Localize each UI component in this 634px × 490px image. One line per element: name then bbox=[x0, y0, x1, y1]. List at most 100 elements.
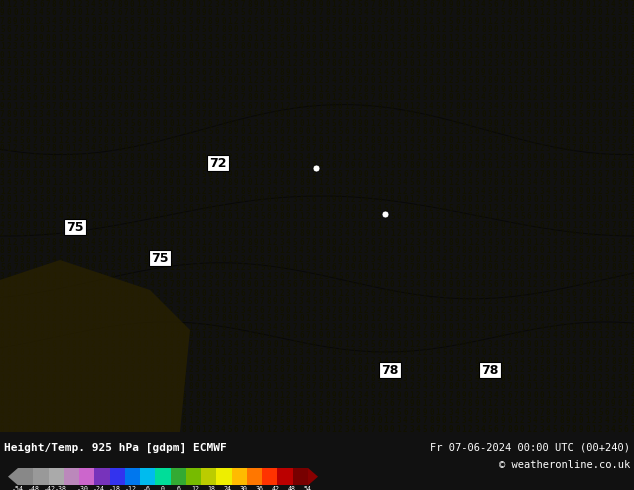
Text: 0: 0 bbox=[312, 178, 316, 187]
Text: 1: 1 bbox=[325, 374, 330, 383]
Text: 7: 7 bbox=[39, 374, 44, 383]
Text: 8: 8 bbox=[500, 42, 505, 51]
Text: 6: 6 bbox=[592, 161, 596, 170]
Text: 7: 7 bbox=[124, 340, 128, 349]
Text: 6: 6 bbox=[299, 93, 304, 102]
Text: 3: 3 bbox=[136, 323, 141, 332]
Text: 5: 5 bbox=[46, 391, 50, 400]
Text: 0: 0 bbox=[332, 144, 336, 153]
Text: 7: 7 bbox=[202, 255, 206, 264]
Text: 3: 3 bbox=[618, 289, 622, 298]
Text: 8: 8 bbox=[78, 68, 82, 77]
Text: 5: 5 bbox=[396, 119, 401, 128]
Text: 0: 0 bbox=[507, 272, 512, 281]
Text: 9: 9 bbox=[280, 306, 284, 315]
Text: 9: 9 bbox=[247, 374, 252, 383]
Text: 7: 7 bbox=[156, 272, 160, 281]
Text: 3: 3 bbox=[208, 42, 212, 51]
Text: 9: 9 bbox=[0, 102, 4, 111]
Text: 9: 9 bbox=[598, 391, 603, 400]
Text: 8: 8 bbox=[143, 17, 148, 26]
Text: 9: 9 bbox=[46, 229, 50, 238]
Text: 0: 0 bbox=[325, 425, 330, 434]
Text: 2: 2 bbox=[338, 187, 342, 196]
Text: 1: 1 bbox=[618, 348, 622, 357]
Text: 3: 3 bbox=[124, 408, 128, 417]
Text: 5: 5 bbox=[188, 17, 193, 26]
Text: 6: 6 bbox=[598, 25, 603, 34]
Text: 6: 6 bbox=[624, 425, 629, 434]
Text: 3: 3 bbox=[312, 263, 316, 272]
Text: 3: 3 bbox=[299, 297, 304, 306]
Text: 2: 2 bbox=[396, 136, 401, 145]
Text: 3: 3 bbox=[26, 289, 30, 298]
Text: 8: 8 bbox=[455, 391, 460, 400]
Text: 3: 3 bbox=[566, 204, 570, 213]
Text: 3: 3 bbox=[286, 382, 290, 391]
Text: 2: 2 bbox=[442, 408, 446, 417]
Text: 5: 5 bbox=[344, 85, 349, 94]
Text: 3: 3 bbox=[416, 51, 420, 60]
Text: 0: 0 bbox=[254, 280, 258, 289]
Text: 8: 8 bbox=[312, 425, 316, 434]
Text: 9: 9 bbox=[442, 229, 446, 238]
Text: 3: 3 bbox=[396, 85, 401, 94]
Text: 4: 4 bbox=[364, 102, 368, 111]
Text: 8: 8 bbox=[214, 263, 219, 272]
Text: 1: 1 bbox=[611, 391, 616, 400]
Text: 8: 8 bbox=[169, 229, 174, 238]
Text: 0: 0 bbox=[358, 263, 362, 272]
Text: 2: 2 bbox=[396, 229, 401, 238]
Text: 2: 2 bbox=[390, 34, 394, 43]
Text: 5: 5 bbox=[436, 195, 440, 204]
Text: 5: 5 bbox=[202, 314, 206, 323]
Text: 0: 0 bbox=[526, 331, 531, 340]
Text: 7: 7 bbox=[169, 374, 174, 383]
Text: 2: 2 bbox=[156, 153, 160, 162]
Text: 4: 4 bbox=[618, 382, 622, 391]
Text: 5: 5 bbox=[124, 306, 128, 315]
Text: 7: 7 bbox=[214, 408, 219, 417]
Text: 9: 9 bbox=[338, 297, 342, 306]
Text: 9: 9 bbox=[540, 348, 544, 357]
Text: 4: 4 bbox=[72, 127, 76, 136]
Text: 2: 2 bbox=[46, 212, 50, 221]
Text: 0: 0 bbox=[488, 306, 492, 315]
Text: 4: 4 bbox=[182, 161, 186, 170]
Text: 0: 0 bbox=[299, 314, 304, 323]
Text: 7: 7 bbox=[182, 195, 186, 204]
Text: 3: 3 bbox=[84, 425, 89, 434]
Text: 8: 8 bbox=[468, 204, 472, 213]
Text: 2: 2 bbox=[169, 399, 174, 408]
Text: 9: 9 bbox=[455, 238, 460, 247]
Text: 8: 8 bbox=[182, 331, 186, 340]
Text: 9: 9 bbox=[436, 34, 440, 43]
Text: 4: 4 bbox=[396, 76, 401, 85]
Text: 3: 3 bbox=[468, 323, 472, 332]
Text: 4: 4 bbox=[422, 382, 427, 391]
Text: 3: 3 bbox=[390, 127, 394, 136]
Text: 3: 3 bbox=[20, 238, 24, 247]
Text: 9: 9 bbox=[462, 195, 466, 204]
Text: 8: 8 bbox=[344, 357, 349, 366]
Text: 0: 0 bbox=[455, 0, 460, 9]
Text: 3: 3 bbox=[358, 391, 362, 400]
Text: 2: 2 bbox=[20, 102, 24, 111]
Text: 2: 2 bbox=[429, 204, 434, 213]
Bar bbox=[18, 468, 33, 486]
Text: 8: 8 bbox=[585, 340, 590, 349]
Text: 1: 1 bbox=[384, 34, 388, 43]
Text: 3: 3 bbox=[630, 255, 634, 264]
Text: 9: 9 bbox=[273, 348, 278, 357]
Text: 0: 0 bbox=[572, 365, 577, 374]
Text: 0: 0 bbox=[65, 331, 70, 340]
Text: 8: 8 bbox=[266, 59, 271, 68]
Text: 3: 3 bbox=[46, 306, 50, 315]
Text: 3: 3 bbox=[462, 34, 466, 43]
Text: 5: 5 bbox=[604, 365, 609, 374]
Text: 9: 9 bbox=[98, 314, 102, 323]
Text: 1: 1 bbox=[325, 42, 330, 51]
Text: 3: 3 bbox=[572, 306, 577, 315]
Text: 9: 9 bbox=[436, 416, 440, 425]
Text: 5: 5 bbox=[338, 365, 342, 374]
